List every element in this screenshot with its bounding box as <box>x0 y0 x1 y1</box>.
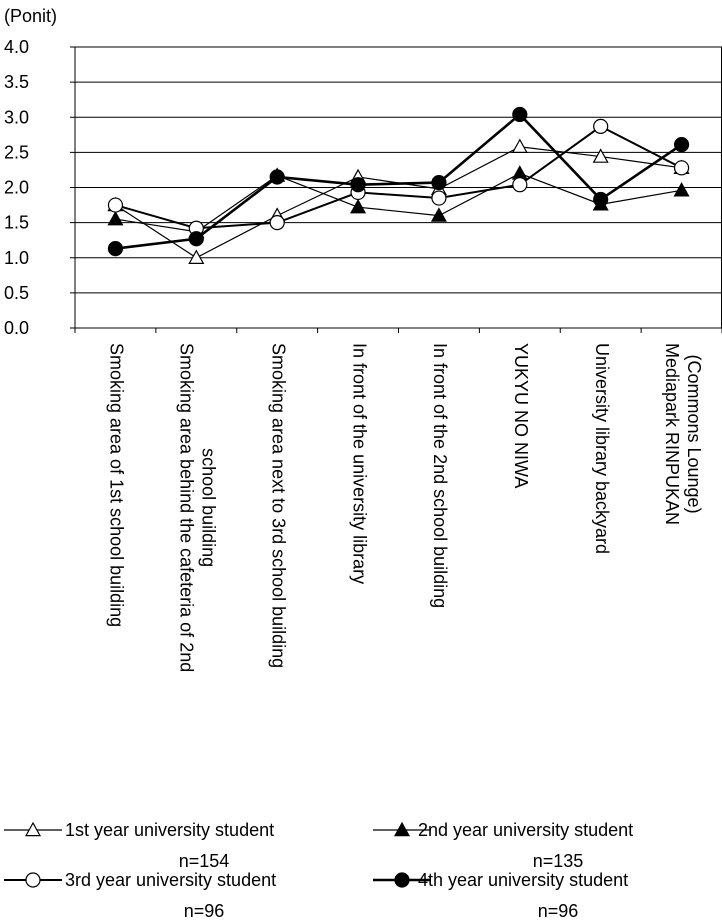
x-tick-label: In front of the university library <box>349 343 369 584</box>
series-line <box>115 172 682 233</box>
legend-label: 3rd year university student <box>65 870 276 890</box>
data-point <box>431 190 447 206</box>
legend-n: n=96 <box>184 901 225 921</box>
legend-label: 1st year university student <box>65 820 274 840</box>
x-tick-label: school building <box>199 448 219 567</box>
legend-item: 3rd year university student n=96 <box>4 870 276 921</box>
y-tick-label: 2.0 <box>4 178 29 198</box>
legend-item: 4th year university student n=96 <box>373 870 628 921</box>
y-tick-label: 0.5 <box>4 283 29 303</box>
x-tick-label: YUKYU NO NIWA <box>511 343 531 488</box>
data-point <box>593 191 609 208</box>
data-point <box>511 138 528 153</box>
y-tick-label: 3.5 <box>4 72 29 92</box>
x-tick-label: (Commons Lounge) <box>684 354 704 513</box>
series-line <box>115 125 683 230</box>
legend-n: n=96 <box>538 901 579 921</box>
data-point <box>188 231 204 247</box>
legend-label: 4th year university student <box>418 870 628 890</box>
legend: 1st year university student n=154 2nd year… <box>4 820 633 921</box>
data-point <box>350 198 367 214</box>
data-point <box>25 872 41 888</box>
x-tick-label: In front of the 2nd school building <box>430 343 450 608</box>
y-tick-label: 0.0 <box>4 318 29 338</box>
x-tick-label: Smoking area behind the cafeteria of 2nd <box>177 343 197 672</box>
data-point <box>269 169 285 185</box>
legend-n: n=135 <box>533 851 584 871</box>
data-point <box>512 177 528 193</box>
x-tick-label: Smoking area next to 3rd school building <box>268 343 288 668</box>
x-tick-label: Mediapark RINPUKAN <box>662 343 682 525</box>
y-tick-label: 1.0 <box>4 248 29 268</box>
series-line <box>115 112 683 250</box>
y-tick-label: 2.5 <box>4 142 29 162</box>
data-point <box>593 118 609 134</box>
data-point <box>269 215 285 231</box>
legend-item: 1st year university student n=154 <box>4 820 274 871</box>
legend-n: n=154 <box>179 851 230 871</box>
gridlines <box>75 46 722 294</box>
y-tick-label: 4.0 <box>4 37 29 57</box>
data-point <box>673 160 690 176</box>
legend-item: 2nd year university student n=135 <box>373 820 633 871</box>
data-point <box>430 207 447 222</box>
data-point <box>24 821 42 837</box>
data-point <box>107 197 124 213</box>
legend-label: 2nd year university student <box>418 820 633 840</box>
y-tick-label: 3.0 <box>4 107 29 127</box>
data-point <box>350 177 366 193</box>
data-point <box>512 106 528 123</box>
data-point <box>188 249 205 264</box>
series-markers <box>107 106 690 264</box>
data-point <box>673 182 690 197</box>
y-axis-label: (Ponit) <box>4 6 57 26</box>
data-point <box>107 241 124 257</box>
x-tick-label: University library backyard <box>592 343 612 554</box>
x-tick-label: Smoking area of 1st school building <box>107 343 127 627</box>
data-point <box>394 872 410 888</box>
series-lines <box>115 112 683 259</box>
data-point <box>107 210 124 226</box>
data-point <box>393 821 411 837</box>
data-point <box>592 148 609 163</box>
data-point <box>431 174 447 191</box>
plot-frame <box>74 47 722 333</box>
y-axis-ticks: 0.0 0.5 1.0 1.5 2.0 2.5 3.0 3.5 4.0 <box>4 37 75 338</box>
y-tick-label: 1.5 <box>4 213 29 233</box>
data-point <box>673 137 690 153</box>
x-axis-labels: Smoking area of 1st school building Smoki… <box>107 343 704 672</box>
